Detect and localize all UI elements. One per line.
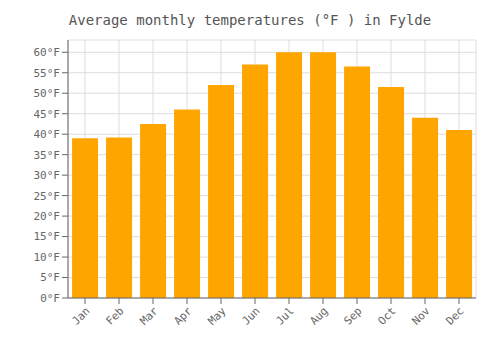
svg-text:40°F: 40°F — [34, 128, 61, 141]
svg-text:Feb: Feb — [103, 304, 126, 327]
svg-text:15°F: 15°F — [34, 230, 61, 243]
svg-text:60°F: 60°F — [34, 46, 61, 59]
svg-text:55°F: 55°F — [34, 67, 61, 80]
svg-text:Jan: Jan — [69, 304, 92, 327]
svg-text:50°F: 50°F — [34, 87, 61, 100]
svg-text:Jul: Jul — [273, 304, 296, 327]
svg-text:Jun: Jun — [239, 304, 262, 327]
svg-text:10°F: 10°F — [34, 251, 61, 264]
svg-text:Aug: Aug — [307, 304, 330, 327]
svg-text:Nov: Nov — [409, 304, 433, 328]
svg-text:30°F: 30°F — [34, 169, 61, 182]
svg-text:Sep: Sep — [341, 304, 364, 327]
svg-text:20°F: 20°F — [34, 210, 61, 223]
svg-text:May: May — [205, 304, 229, 328]
svg-text:Mar: Mar — [137, 304, 161, 328]
svg-text:Dec: Dec — [443, 304, 466, 327]
svg-text:5°F: 5°F — [40, 271, 60, 284]
svg-text:Oct: Oct — [375, 304, 398, 327]
svg-text:25°F: 25°F — [34, 190, 61, 203]
svg-text:Apr: Apr — [171, 304, 195, 328]
svg-text:35°F: 35°F — [34, 149, 61, 162]
html-text:Average monthly temperatures (: Average monthly temperatures (°F ) in Fy… — [68, 12, 432, 28]
svg-text:45°F: 45°F — [34, 108, 61, 121]
svg-text:0°F: 0°F — [40, 292, 60, 305]
